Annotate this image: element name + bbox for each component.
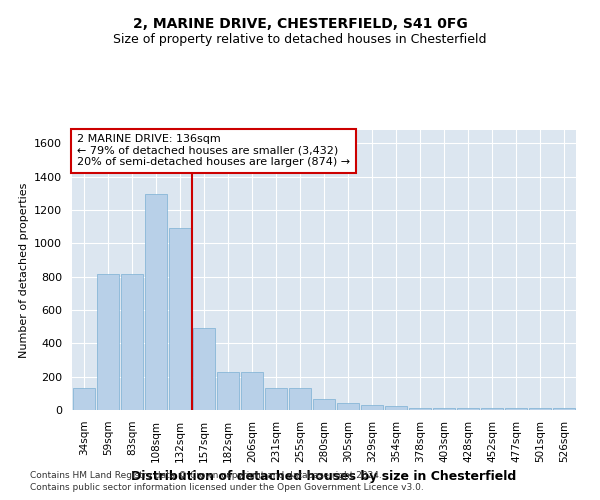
Bar [313, 399, 335, 410]
Bar [337, 404, 359, 410]
Bar [121, 274, 143, 410]
Text: 2, MARINE DRIVE, CHESTERFIELD, S41 0FG: 2, MARINE DRIVE, CHESTERFIELD, S41 0FG [133, 18, 467, 32]
Text: Contains HM Land Registry data © Crown copyright and database right 2024.: Contains HM Land Registry data © Crown c… [30, 470, 382, 480]
Text: Contains public sector information licensed under the Open Government Licence v3: Contains public sector information licen… [30, 483, 424, 492]
Bar [217, 372, 239, 410]
Bar [433, 408, 455, 410]
Bar [481, 408, 503, 410]
X-axis label: Distribution of detached houses by size in Chesterfield: Distribution of detached houses by size … [131, 470, 517, 483]
Bar [97, 274, 119, 410]
Bar [409, 408, 431, 410]
Bar [361, 405, 383, 410]
Bar [265, 388, 287, 410]
Text: Size of property relative to detached houses in Chesterfield: Size of property relative to detached ho… [113, 32, 487, 46]
Bar [385, 406, 407, 410]
Bar [289, 388, 311, 410]
Y-axis label: Number of detached properties: Number of detached properties [19, 182, 29, 358]
Bar [73, 388, 95, 410]
Bar [529, 408, 551, 410]
Text: 2 MARINE DRIVE: 136sqm
← 79% of detached houses are smaller (3,432)
20% of semi-: 2 MARINE DRIVE: 136sqm ← 79% of detached… [77, 134, 350, 168]
Bar [241, 372, 263, 410]
Bar [145, 194, 167, 410]
Bar [505, 408, 527, 410]
Bar [553, 408, 575, 410]
Bar [457, 408, 479, 410]
Bar [169, 228, 191, 410]
Bar [193, 328, 215, 410]
